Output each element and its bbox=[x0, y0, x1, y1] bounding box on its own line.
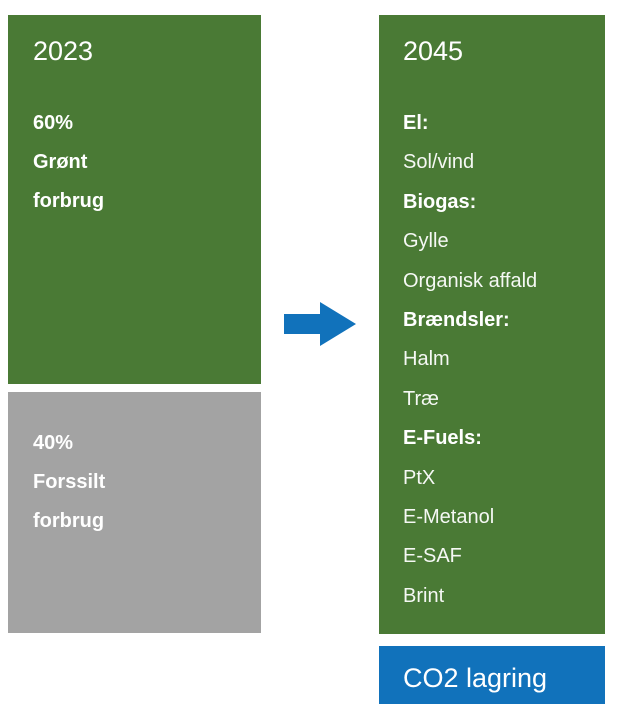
group-heading: Brændsler: bbox=[403, 309, 510, 331]
footer-box: CO2 lagring bbox=[379, 646, 605, 704]
green-share-box: 2023 60% Grønt forbrug bbox=[8, 15, 261, 384]
group-item: Gylle bbox=[403, 230, 449, 253]
group-heading: El: bbox=[403, 112, 429, 134]
share-text: forbrug bbox=[33, 510, 105, 532]
footer-label: CO2 lagring bbox=[403, 663, 548, 693]
share-text: Forssilt bbox=[33, 471, 106, 493]
share-text: 60% bbox=[33, 112, 74, 134]
group-item: Halm bbox=[403, 348, 450, 371]
year-title: 2023 bbox=[33, 36, 94, 66]
share-text: 40% bbox=[33, 432, 74, 454]
group-item: Træ bbox=[403, 387, 439, 410]
share-text: forbrug bbox=[33, 190, 105, 212]
arrow-shape bbox=[284, 302, 356, 346]
group-heading: E-Fuels: bbox=[403, 427, 482, 450]
future-box: 2045 El: Sol/vind Biogas: Gylle Organisk aff… bbox=[379, 15, 605, 634]
fossil-share-box: 40% Forssilt forbrug bbox=[8, 392, 261, 633]
group-heading: Biogas: bbox=[403, 190, 477, 213]
year-title: 2045 bbox=[403, 36, 464, 66]
share-text: Grønt bbox=[33, 151, 88, 173]
group-item: Brint bbox=[403, 584, 445, 607]
group-item: E-Metanol bbox=[403, 506, 495, 528]
group-item: E-SAF bbox=[403, 545, 462, 568]
group-item: PtX bbox=[403, 466, 436, 489]
group-item: Organisk affald bbox=[403, 269, 538, 292]
arrow bbox=[284, 302, 356, 346]
group-item: Sol/vind bbox=[403, 151, 475, 174]
